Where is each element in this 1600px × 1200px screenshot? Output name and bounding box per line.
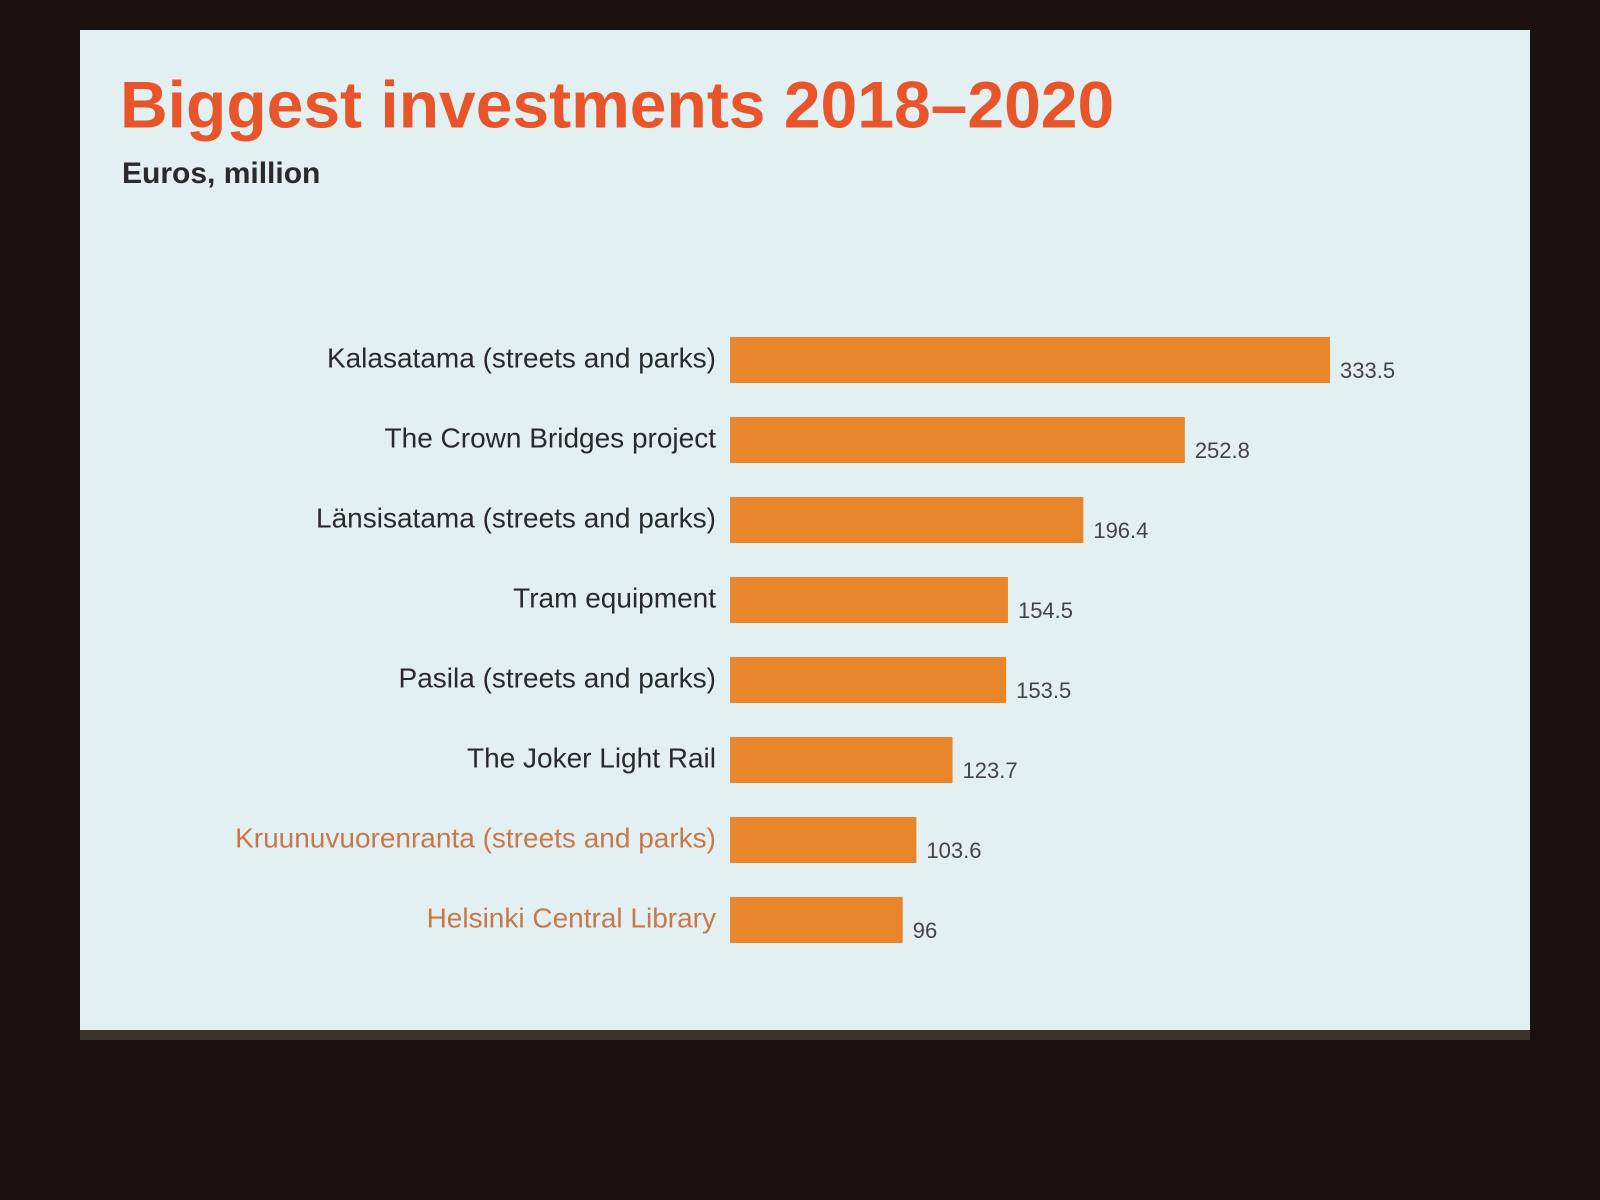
category-label: The Joker Light Rail [467,742,716,773]
bar [730,897,903,943]
chart-subtitle: Euros, million [122,157,320,190]
category-label: Helsinki Central Library [427,902,716,933]
bar [730,337,1330,383]
value-label: 252.8 [1195,438,1250,463]
value-label: 123.7 [963,758,1018,783]
bar [730,577,1008,623]
bar [730,817,917,863]
bar [730,737,953,783]
category-label: Kalasatama (streets and parks) [327,342,716,373]
value-label: 96 [913,918,937,943]
category-label: The Crown Bridges project [385,422,717,453]
value-label: 196.4 [1093,518,1148,543]
bar [730,657,1007,703]
bar [730,497,1084,543]
value-label: 103.6 [926,838,981,863]
bar [730,417,1185,463]
value-label: 153.5 [1016,678,1071,703]
chart-title: Biggest investments 2018–2020 [120,67,1114,141]
value-label: 333.5 [1340,358,1395,383]
screen-edge [80,1030,1530,1040]
value-label: 154.5 [1018,598,1073,623]
category-label: Pasila (streets and parks) [399,662,716,693]
category-label: Tram equipment [513,582,716,613]
category-label: Länsisatama (streets and parks) [316,502,716,533]
category-label: Kruunuvuorenranta (streets and parks) [235,822,716,853]
